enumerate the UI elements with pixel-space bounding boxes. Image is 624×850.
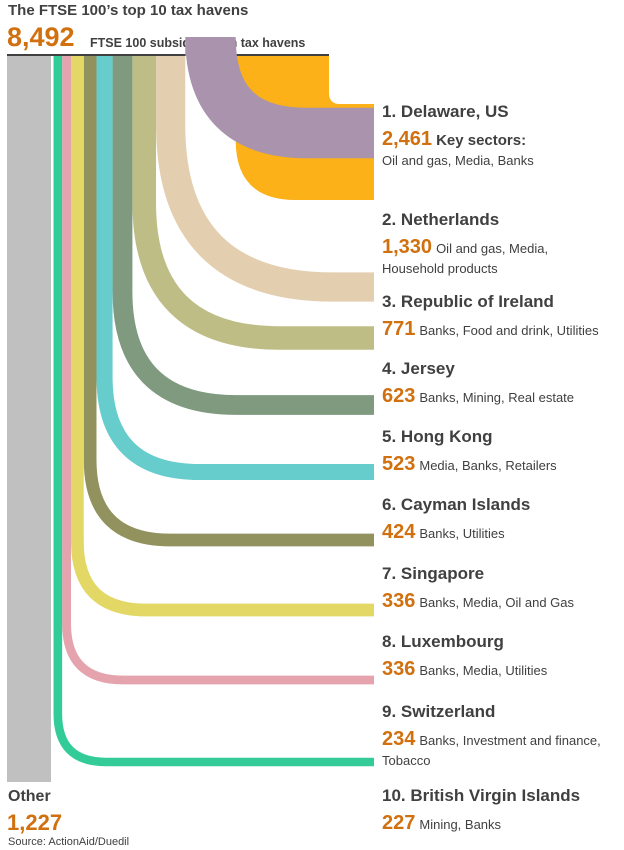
haven-rank: 9. (382, 702, 397, 721)
haven-rank: 2. (382, 210, 397, 229)
haven-sectors: Banks, Investment and finance, (419, 733, 601, 748)
haven-sectors: Banks, Mining, Real estate (419, 390, 575, 405)
haven-name: Republic of Ireland (400, 292, 554, 311)
haven-name: Netherlands (400, 210, 500, 229)
haven-rank: 6. (382, 495, 397, 514)
haven-rank: 1. (382, 102, 397, 121)
haven-rank: 7. (382, 564, 397, 583)
haven-name: Cayman Islands (400, 495, 531, 514)
haven-sectors: Banks, Media, Oil and Gas (419, 595, 575, 610)
flow-band-7 (83, 56, 374, 547)
flow-band-9 (62, 56, 374, 685)
haven-label-10: 10. British Virgin Islands 227 Mining, Ba… (382, 786, 622, 836)
haven-value: 2,461 (382, 128, 433, 150)
haven-value: 336 (382, 658, 416, 680)
chart-title: The FTSE 100’s top 10 tax havens (8, 2, 249, 19)
haven-value: 336 (382, 590, 416, 612)
haven-name: Delaware, US (400, 102, 509, 121)
haven-value: 771 (382, 318, 416, 340)
haven-value: 1,330 (382, 236, 433, 258)
haven-sectors: Media, Banks, Retailers (419, 458, 557, 473)
haven-rank: 5. (382, 427, 397, 446)
flow-band-2 (185, 36, 374, 159)
key-sectors-heading: Key sectors: (436, 132, 527, 149)
haven-value: 227 (382, 812, 416, 834)
flow-band-6 (96, 56, 374, 481)
other-value: 1,227 (7, 810, 63, 835)
haven-label-5: 5. Hong Kong 523 Media, Banks, Retailers (382, 427, 622, 477)
other-flow-bar (7, 56, 51, 782)
haven-name: Switzerland (400, 702, 496, 721)
haven-rank: 8. (382, 632, 397, 651)
haven-name: British Virgin Islands (410, 786, 581, 805)
haven-label-9: 9. Switzerland 234 Banks, Investment and … (382, 702, 622, 770)
haven-label-3: 3. Republic of Ireland 771 Banks, Food an… (382, 292, 622, 342)
flow-band-3 (156, 56, 374, 302)
total-value: 8,492 (7, 22, 75, 52)
haven-value: 623 (382, 385, 416, 407)
haven-label-1: 1. Delaware, US 2,461 Key sectors: Oil an… (382, 102, 622, 170)
haven-sectors-cont: Household products (382, 261, 498, 276)
haven-name: Jersey (400, 359, 455, 378)
haven-value: 234 (382, 728, 416, 750)
haven-sectors: Oil and gas, Media, Banks (382, 153, 534, 168)
haven-label-4: 4. Jersey 623 Banks, Mining, Real estate (382, 359, 622, 409)
other-label: Other (8, 788, 51, 805)
haven-sectors: Banks, Utilities (419, 526, 505, 541)
flow-band-4 (132, 56, 374, 350)
haven-sectors: Oil and gas, Media, (436, 241, 549, 256)
haven-sectors-cont: Tobacco (382, 753, 431, 768)
haven-sectors: Banks, Media, Utilities (419, 663, 548, 678)
source-note: Source: ActionAid/Duedil (8, 836, 130, 848)
haven-name: Hong Kong (400, 427, 493, 446)
haven-rank: 4. (382, 359, 397, 378)
haven-rank: 3. (382, 292, 397, 311)
flow-band-10 (53, 56, 374, 767)
haven-label-8: 8. Luxembourg 336 Banks, Media, Utilities (382, 632, 622, 682)
haven-sectors: Banks, Food and drink, Utilities (419, 323, 599, 338)
flow-band-8 (71, 56, 374, 617)
haven-name: Singapore (400, 564, 485, 583)
haven-label-7: 7. Singapore 336 Banks, Media, Oil and Ga… (382, 564, 622, 614)
haven-label-2: 2. Netherlands 1,330 Oil and gas, Media, … (382, 210, 622, 278)
haven-sectors: Mining, Banks (419, 817, 502, 832)
haven-value: 424 (382, 521, 416, 543)
haven-value: 523 (382, 453, 416, 475)
haven-name: Luxembourg (400, 632, 504, 651)
haven-label-6: 6. Cayman Islands 424 Banks, Utilities (382, 495, 622, 545)
haven-rank: 10. (382, 786, 406, 805)
flow-band-5 (112, 56, 374, 415)
